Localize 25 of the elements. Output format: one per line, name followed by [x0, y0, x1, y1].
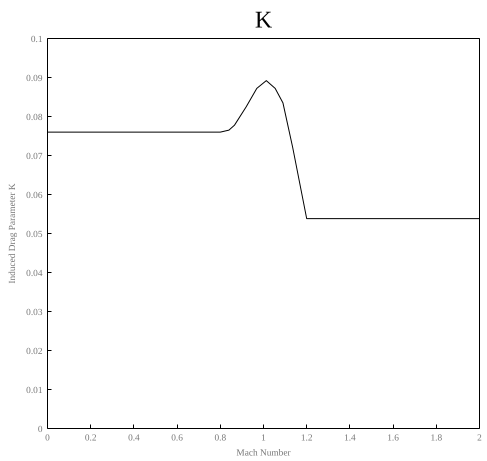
chart-title: K — [254, 8, 273, 34]
y-tick-label: 0.07 — [26, 152, 43, 162]
y-tick-label: 0.09 — [26, 74, 43, 84]
x-tick-label: 0.4 — [128, 434, 140, 444]
x-tick-label: 1.6 — [387, 434, 400, 444]
x-tick-label: 0.8 — [214, 434, 226, 444]
y-tick-label: 0.08 — [26, 113, 43, 123]
y-tick-label: 0.05 — [26, 230, 43, 240]
y-tick-label: 0.1 — [30, 35, 43, 45]
y-tick-label: 0.01 — [26, 386, 43, 396]
y-tick-label: 0 — [38, 425, 43, 435]
x-tick-label: 0.6 — [171, 434, 184, 444]
y-tick-label: 0.06 — [26, 191, 43, 201]
x-tick-label: 0.2 — [84, 434, 97, 444]
y-axis-title: Induced Drag Parameter K — [8, 183, 18, 284]
x-tick-label: 1 — [261, 434, 266, 444]
x-axis-title: Mach Number — [236, 448, 292, 458]
x-tick-label: 1.4 — [344, 434, 356, 444]
y-tick-label: 0.04 — [26, 269, 43, 279]
y-tick-label: 0.03 — [26, 308, 43, 318]
x-tick-label: 1.8 — [430, 434, 442, 444]
x-tick-label: 0 — [45, 434, 50, 444]
x-tick-label: 2 — [477, 434, 482, 444]
x-tick-label: 1.2 — [300, 434, 313, 444]
y-tick-label: 0.02 — [26, 347, 43, 357]
